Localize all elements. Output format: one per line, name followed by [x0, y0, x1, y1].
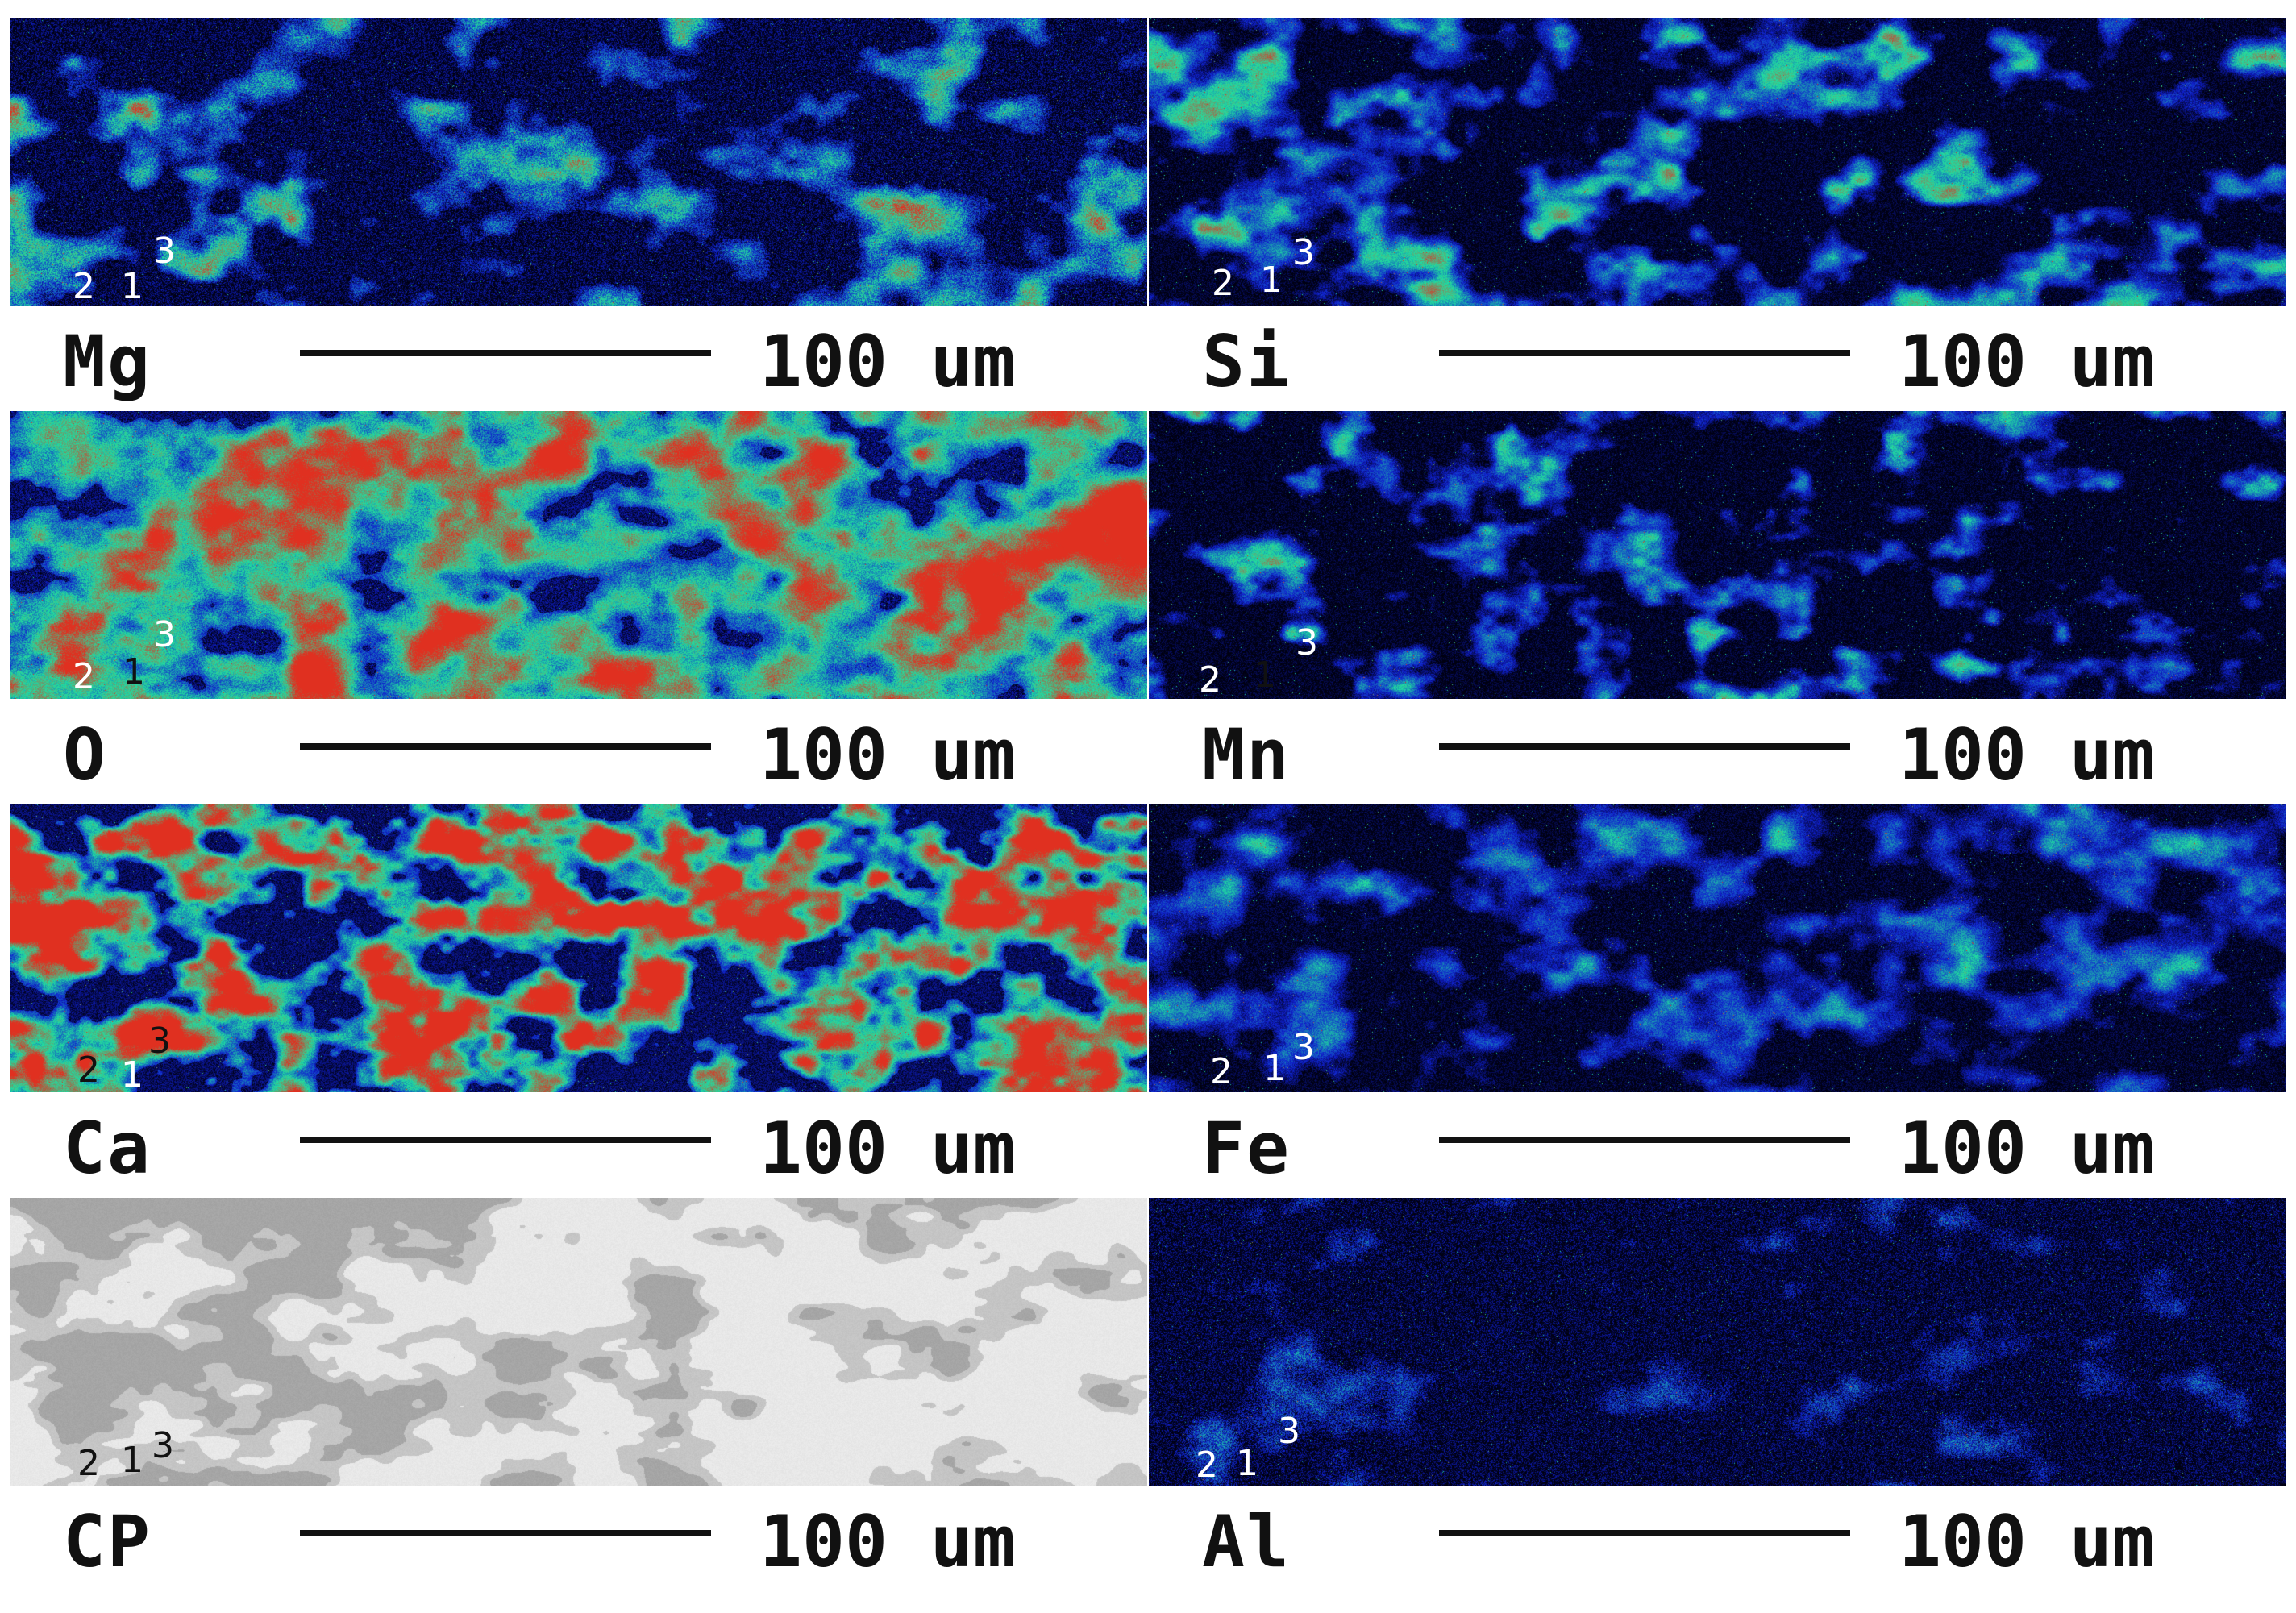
al-label-strip: Al 100 um	[1149, 1486, 2286, 1583]
point-marker-1: 1	[121, 266, 144, 306]
point-marker-2: 2	[77, 1050, 100, 1091]
point-marker-3: 3	[152, 1425, 174, 1466]
element-label: Mg	[63, 320, 152, 403]
scale-label: 100 um	[759, 320, 1016, 403]
point-marker-2: 2	[1212, 263, 1234, 304]
point-marker-2: 2	[77, 1443, 100, 1484]
scale-bar	[1439, 350, 1850, 356]
point-marker-3: 3	[1296, 622, 1318, 663]
scale-label: 100 um	[759, 1107, 1016, 1190]
scale-label: 100 um	[1899, 1107, 2155, 1190]
scale-bar	[1439, 743, 1850, 750]
point-marker-2: 2	[73, 266, 95, 306]
al-intensity-map: 2 1 3	[1149, 1198, 2286, 1486]
fe-intensity-map: 2 1 3	[1149, 804, 2286, 1092]
mg-map-canvas	[10, 18, 1147, 306]
mn-intensity-map: 2 1 3	[1149, 411, 2286, 699]
point-marker-2: 2	[1210, 1051, 1233, 1092]
o-intensity-map: 2 1 3	[10, 411, 1147, 699]
si-label-strip: Si 100 um	[1149, 306, 2286, 403]
point-marker-1: 1	[1254, 655, 1276, 696]
scale-label: 100 um	[759, 713, 1016, 796]
point-marker-1: 1	[1260, 260, 1283, 301]
fe-map-canvas	[1149, 804, 2286, 1092]
panel-fe: 2 1 3 Fe 100 um	[1149, 804, 2286, 1190]
ca-intensity-map: 2 1 3	[10, 804, 1147, 1092]
element-label: O	[63, 713, 107, 796]
panel-ca: 2 1 3 Ca 100 um	[10, 804, 1147, 1190]
element-label: Mn	[1202, 713, 1291, 796]
scale-bar	[1439, 1530, 1850, 1536]
scale-bar	[300, 743, 711, 750]
point-marker-1: 1	[1263, 1048, 1286, 1089]
scale-bar	[300, 1137, 711, 1143]
point-marker-3: 3	[148, 1021, 171, 1062]
point-marker-3: 3	[153, 614, 176, 655]
element-label: Si	[1202, 320, 1291, 403]
panel-si: 2 1 3 Si 100 um	[1149, 18, 2286, 403]
point-marker-1: 1	[121, 1054, 144, 1093]
element-label: Fe	[1202, 1107, 1291, 1190]
o-label-strip: O 100 um	[10, 699, 1147, 796]
point-marker-1: 1	[121, 1440, 144, 1481]
point-marker-1: 1	[1236, 1443, 1258, 1484]
scale-bar	[300, 350, 711, 356]
cp-label-strip: CP 100 um	[10, 1486, 1147, 1583]
o-map-canvas	[10, 411, 1147, 699]
mg-label-strip: Mg 100 um	[10, 306, 1147, 403]
point-marker-1: 1	[123, 651, 145, 692]
point-marker-2: 2	[1199, 659, 1221, 699]
panel-mn: 2 1 3 Mn 100 um	[1149, 411, 2286, 796]
scale-label: 100 um	[759, 1500, 1016, 1583]
point-marker-3: 3	[1292, 232, 1315, 273]
element-label: Al	[1202, 1500, 1291, 1583]
panel-cp: 2 1 3 CP 100 um	[10, 1198, 1147, 1583]
point-marker-3: 3	[153, 231, 176, 272]
panel-al: 2 1 3 Al 100 um	[1149, 1198, 2286, 1583]
cp-map-canvas	[10, 1198, 1147, 1486]
si-map-canvas	[1149, 18, 2286, 306]
element-label: CP	[63, 1500, 152, 1583]
cp-backscatter-image: 2 1 3	[10, 1198, 1147, 1486]
fe-label-strip: Fe 100 um	[1149, 1092, 2286, 1190]
scale-label: 100 um	[1899, 1500, 2155, 1583]
point-marker-2: 2	[73, 656, 95, 697]
ca-label-strip: Ca 100 um	[10, 1092, 1147, 1190]
panel-mg: 2 1 3 Mg 100 um	[10, 18, 1147, 403]
mn-label-strip: Mn 100 um	[1149, 699, 2286, 796]
point-marker-3: 3	[1292, 1027, 1315, 1068]
scale-label: 100 um	[1899, 320, 2155, 403]
ca-map-canvas	[10, 804, 1147, 1092]
element-label: Ca	[63, 1107, 152, 1190]
point-marker-2: 2	[1196, 1445, 1218, 1486]
mn-map-canvas	[1149, 411, 2286, 699]
scale-bar	[1439, 1137, 1850, 1143]
scale-bar	[300, 1530, 711, 1536]
mg-intensity-map: 2 1 3	[10, 18, 1147, 306]
panel-o: 2 1 3 O 100 um	[10, 411, 1147, 796]
scale-label: 100 um	[1899, 713, 2155, 796]
si-intensity-map: 2 1 3	[1149, 18, 2286, 306]
point-marker-3: 3	[1278, 1411, 1300, 1452]
al-map-canvas	[1149, 1198, 2286, 1486]
